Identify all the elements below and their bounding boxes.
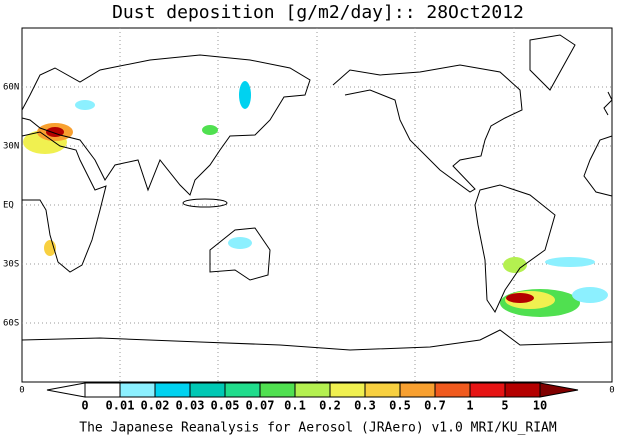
colorbar-label: 0.05	[211, 399, 240, 413]
lon-label: 0	[609, 386, 614, 396]
colorbar-triangle	[46, 382, 86, 398]
colorbar-box	[84, 382, 121, 398]
lat-label: 60N	[3, 83, 19, 93]
dust-field	[23, 81, 608, 317]
colorbar-box	[329, 382, 366, 398]
colorbar-box	[399, 382, 436, 398]
colorbar-label: 0.5	[389, 399, 411, 413]
colorbar-label: 0.01	[106, 399, 135, 413]
lon-label: 0	[19, 386, 24, 396]
colorbar-label: 1	[466, 399, 473, 413]
colorbar-box	[259, 382, 296, 398]
colorbar-label: 0.2	[319, 399, 341, 413]
lat-label: EQ	[3, 201, 14, 211]
colorbar-box	[189, 382, 226, 398]
colorbar-box	[504, 382, 541, 398]
colorbar-label: 0.02	[141, 399, 170, 413]
colorbar-box	[224, 382, 261, 398]
colorbar-box	[119, 382, 156, 398]
graticule	[22, 28, 612, 382]
colorbar-triangle	[539, 382, 579, 398]
lat-label: 30S	[3, 260, 19, 270]
colorbar-label: 0	[81, 399, 88, 413]
coastlines	[21, 34, 613, 351]
colorbar-box	[154, 382, 191, 398]
colorbar-label: 0.1	[284, 399, 306, 413]
footer: The Japanese Reanalysis for Aerosol (JRA…	[79, 421, 557, 436]
colorbar-label: 5	[501, 399, 508, 413]
lat-label: 30N	[3, 142, 19, 152]
map-title: Dust deposition [g/m2/day]:: 28Oct2012	[112, 2, 524, 23]
colorbar-label: 0.03	[176, 399, 205, 413]
colorbar-label: 0.7	[424, 399, 446, 413]
colorbar-box	[434, 382, 471, 398]
lat-label: 60S	[3, 319, 19, 329]
colorbar: 0 0.01 0.02 0.03 0.05 0.07 0.1 0.2 0.3 0.5 0.7 1 5 10	[46, 382, 579, 413]
colorbar-label: 0.3	[354, 399, 376, 413]
colorbar-box	[364, 382, 401, 398]
colorbar-box	[294, 382, 331, 398]
colorbar-label: 10	[533, 399, 547, 413]
colorbar-box	[469, 382, 506, 398]
colorbar-label: 0.07	[246, 399, 275, 413]
